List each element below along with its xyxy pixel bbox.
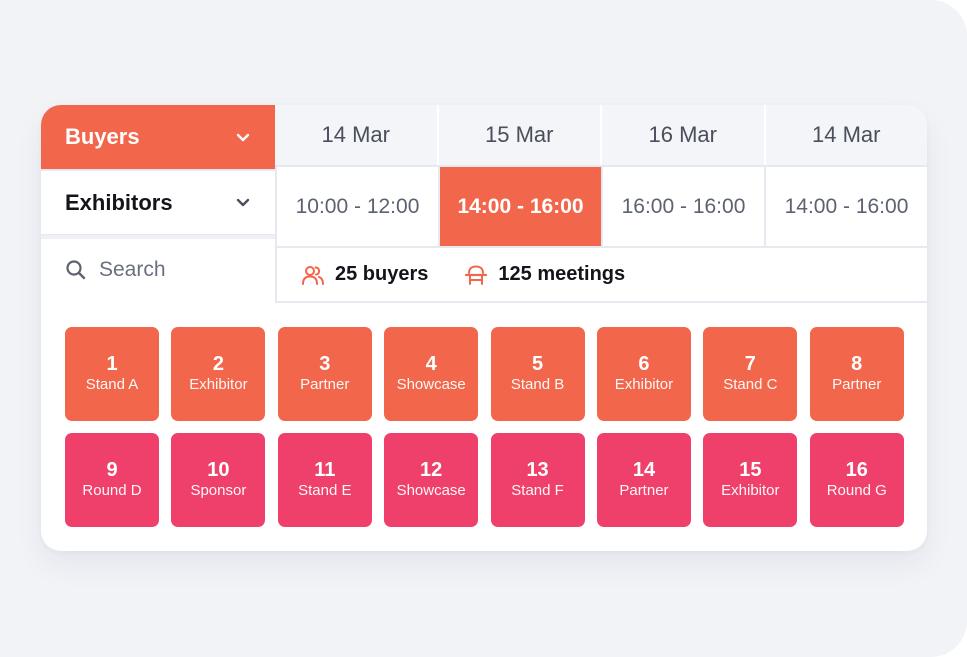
- buyers-filter-dropdown[interactable]: Buyers: [41, 105, 275, 169]
- booth-number: 6: [638, 353, 650, 375]
- booth-label: Sponsor: [190, 482, 247, 499]
- meetings-count: 125 meetings: [498, 263, 626, 285]
- booth-label: Stand F: [511, 482, 564, 499]
- booth-tile[interactable]: 16 Round G: [809, 433, 904, 527]
- booth-tile[interactable]: 7 Stand C: [703, 327, 798, 421]
- booth-number: 1: [106, 353, 118, 375]
- booth-tile[interactable]: 11 Stand E: [277, 433, 372, 527]
- exhibitors-filter-dropdown[interactable]: Exhibitors: [41, 171, 275, 235]
- booth-number: 7: [744, 353, 756, 375]
- date-column-4[interactable]: 14 Mar: [763, 105, 928, 165]
- booth-number: 9: [106, 459, 118, 481]
- booth-tile[interactable]: 3 Partner: [277, 327, 372, 421]
- booth-label: Partner: [300, 376, 350, 393]
- meetings-count-stat: 125 meetings: [464, 263, 625, 287]
- search-input[interactable]: [99, 258, 249, 282]
- divider: [41, 235, 275, 239]
- booth-label: Partner: [832, 376, 882, 393]
- search-box: [41, 239, 275, 301]
- booth-label: Stand A: [85, 376, 139, 393]
- booth-label: Partner: [619, 482, 669, 499]
- booth-label: Showcase: [396, 376, 466, 393]
- booth-number: 15: [739, 459, 762, 481]
- booth-number: 13: [526, 459, 549, 481]
- booth-tile[interactable]: 1 Stand A: [65, 327, 159, 421]
- buyers-count: 25 buyers: [335, 263, 429, 285]
- booth-tile[interactable]: 15 Exhibitor: [703, 433, 798, 527]
- booth-number: 5: [532, 353, 544, 375]
- exhibitors-filter-label: Exhibitors: [65, 189, 173, 215]
- booth-tile[interactable]: 8 Partner: [809, 327, 904, 421]
- booth-number: 8: [851, 353, 863, 375]
- time-slot-1[interactable]: 10:00 - 12:00: [295, 194, 420, 218]
- date-column-2[interactable]: 15 Mar: [436, 105, 601, 165]
- date-column-3[interactable]: 16 Mar: [600, 105, 764, 165]
- chevron-down-icon: [235, 195, 251, 211]
- booth-label: Round G: [826, 482, 887, 499]
- search-icon: [65, 259, 87, 281]
- date-header-row: 14 Mar 15 Mar 16 Mar 14 Mar: [275, 105, 927, 165]
- time-slot-4[interactable]: 14:00 - 16:00: [764, 167, 927, 246]
- booth-grid: 1 Stand A 2 Exhibitor 3 Partner 4 Showcase 5…: [65, 327, 905, 527]
- booth-label: Stand B: [510, 376, 565, 393]
- booth-label: Showcase: [396, 482, 466, 499]
- booth-tile[interactable]: 2 Exhibitor: [171, 327, 266, 421]
- booth-number: 12: [420, 459, 443, 481]
- time-slot-3[interactable]: 16:00 - 16:00: [601, 167, 764, 246]
- time-slot-row: 10:00 - 12:00 14:00 - 16:00 16:00 - 16:0…: [275, 165, 927, 248]
- booth-number: 16: [845, 459, 868, 481]
- booth-tile[interactable]: 14 Partner: [596, 433, 691, 527]
- time-slot-2[interactable]: 14:00 - 16:00: [438, 167, 601, 246]
- booth-tile[interactable]: 5 Stand B: [490, 327, 585, 421]
- booth-label: Exhibitor: [721, 482, 780, 499]
- booth-label: Stand E: [298, 482, 352, 499]
- date-column-1[interactable]: 14 Mar: [321, 122, 390, 147]
- scheduler-card: Buyers Exhibitors 14 Mar 15 Mar 16 Mar 1…: [41, 105, 927, 551]
- slot-stats-bar: 25 buyers 125 meetings: [275, 248, 927, 303]
- booth-number: 2: [212, 353, 224, 375]
- booth-tile[interactable]: 4 Showcase: [384, 327, 479, 421]
- meeting-table-icon: [464, 263, 488, 287]
- booth-tile[interactable]: 13 Stand F: [490, 433, 585, 527]
- booth-tile[interactable]: 9 Round D: [65, 433, 159, 527]
- booth-tile[interactable]: 10 Sponsor: [171, 433, 266, 527]
- booth-number: 14: [632, 459, 656, 481]
- booth-tile[interactable]: 12 Showcase: [384, 433, 479, 527]
- booth-tile[interactable]: 6 Exhibitor: [596, 327, 691, 421]
- booth-number: 3: [319, 353, 331, 375]
- booth-label: Exhibitor: [614, 376, 674, 393]
- divider: [41, 169, 275, 171]
- buyers-filter-label: Buyers: [65, 124, 140, 149]
- booth-label: Round D: [82, 482, 142, 499]
- booth-label: Exhibitor: [189, 376, 248, 393]
- booth-number: 11: [314, 459, 336, 481]
- chevron-down-icon: [235, 129, 251, 145]
- booth-number: 4: [425, 353, 437, 375]
- booth-label: Stand C: [723, 376, 778, 393]
- users-icon: [301, 263, 325, 287]
- buyers-count-stat: 25 buyers: [301, 263, 428, 287]
- booth-number: 10: [207, 459, 230, 481]
